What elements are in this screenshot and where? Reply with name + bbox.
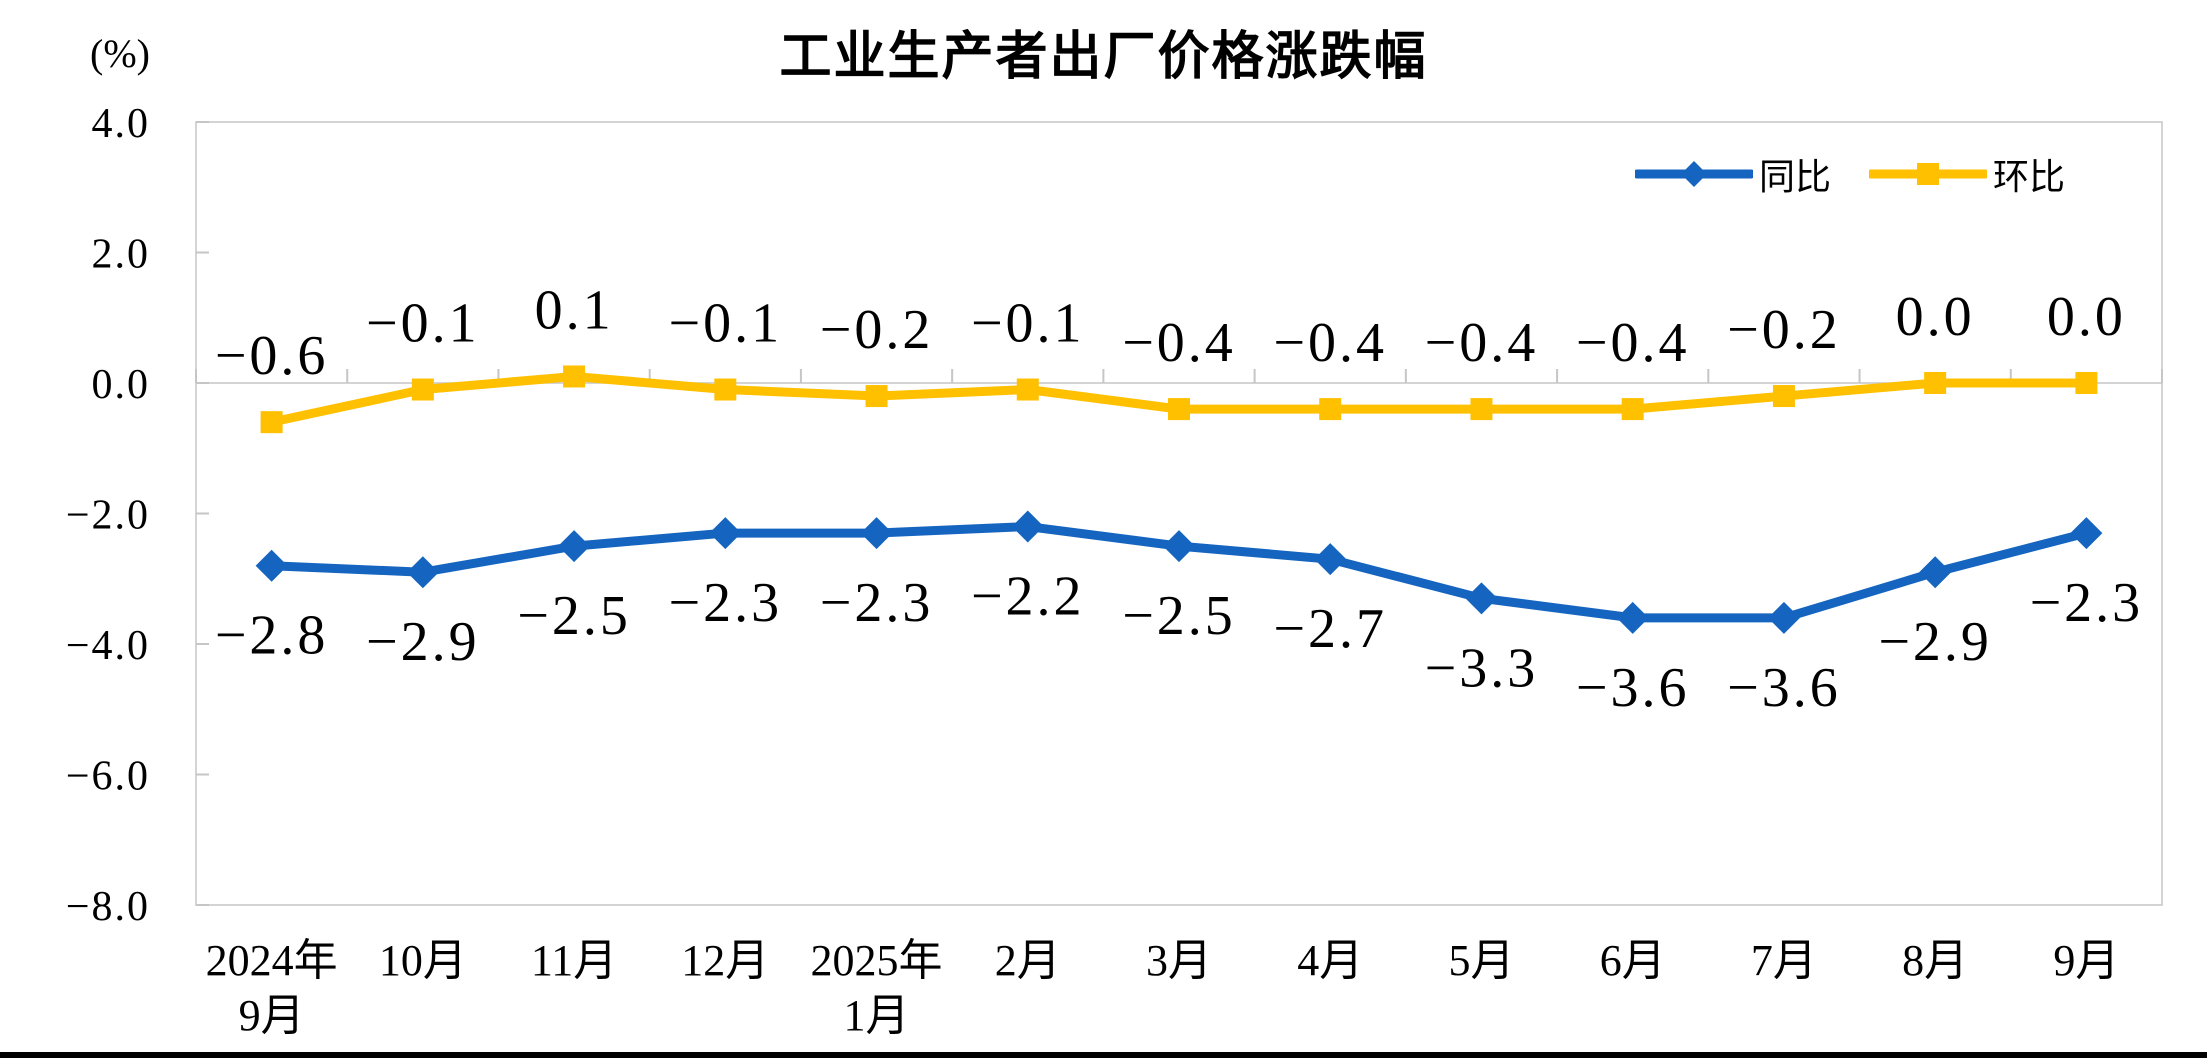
mom-marker (563, 365, 586, 388)
x-axis-label: 5月 (1448, 936, 1514, 985)
x-axis-label: 12月 (681, 936, 769, 985)
yoy-marker (1465, 582, 1498, 615)
yoy-data-label: −2.7 (1273, 598, 1387, 660)
mom-data-label: −0.2 (820, 299, 934, 361)
mom-legend-label: 环比 (1992, 157, 2065, 197)
yoy-legend-swatch-icon (1634, 161, 1753, 187)
x-axis-label: 2月 (995, 936, 1061, 985)
mom-data-label: −0.4 (1273, 312, 1387, 374)
yoy-marker (1011, 510, 1044, 543)
x-axis-label: 2024年 9月 (206, 936, 338, 1040)
mom-marker (1621, 398, 1644, 421)
x-axis-label: 11月 (531, 936, 617, 985)
legend-marker (1680, 161, 1707, 187)
y-axis-unit-label: (%) (90, 31, 150, 76)
yoy-data-label: −2.9 (1878, 611, 1992, 673)
legend-item-mom: 环比 (1868, 148, 2065, 200)
mom-data-label: −0.2 (1727, 299, 1841, 361)
mom-marker (1924, 372, 1947, 394)
yoy-data-label: −2.8 (215, 605, 329, 667)
mom-data-label: 0.0 (1896, 286, 1975, 348)
yoy-marker (406, 556, 439, 589)
x-axis-label: 8月 (1902, 936, 1968, 985)
x-axis-label: 3月 (1146, 936, 1212, 985)
mom-marker (1470, 398, 1493, 421)
yoy-marker (2070, 517, 2103, 550)
yoy-marker (1616, 601, 1649, 634)
y-axis-tick-label: 4.0 (92, 101, 151, 147)
bottom-divider (0, 1052, 2207, 1058)
y-axis-tick-label: −6.0 (66, 754, 150, 800)
yoy-data-label: −2.9 (366, 611, 480, 673)
mom-marker (1772, 385, 1795, 408)
yoy-data-label: −3.3 (1425, 637, 1539, 699)
x-axis-label: 7月 (1751, 936, 1817, 985)
yoy-marker (860, 517, 893, 550)
mom-marker (1319, 398, 1342, 421)
yoy-marker (558, 530, 591, 563)
mom-data-label: −0.6 (215, 325, 329, 387)
mom-marker (260, 411, 283, 434)
yoy-data-label: −3.6 (1727, 657, 1841, 719)
yoy-data-label: −2.3 (669, 572, 783, 634)
y-axis-tick-label: 0.0 (92, 362, 151, 408)
yoy-marker (1767, 601, 1800, 634)
mom-data-label: −0.1 (366, 293, 480, 355)
mom-data-label: −0.4 (1425, 312, 1539, 374)
x-axis-label: 10月 (379, 936, 467, 985)
y-axis-tick-label: −4.0 (66, 623, 150, 669)
legend-marker (1916, 163, 1939, 185)
mom-legend-swatch-icon (1868, 163, 1987, 185)
yoy-marker (1314, 543, 1347, 576)
yoy-data-label: −3.6 (1576, 657, 1690, 719)
yoy-data-label: −2.3 (2030, 572, 2144, 634)
chart-title: 工业生产者出厂价格涨跌幅 (779, 27, 1428, 87)
mom-marker (411, 378, 434, 401)
mom-marker (1168, 398, 1190, 421)
mom-data-label: 0.1 (535, 279, 614, 341)
yoy-data-label: −2.5 (517, 585, 631, 647)
legend-item-yoy: 同比 (1634, 148, 1831, 200)
mom-data-label: −0.1 (669, 293, 783, 355)
y-axis-tick-label: −2.0 (66, 493, 150, 539)
mom-data-label: −0.4 (1122, 312, 1236, 374)
mom-marker (2075, 372, 2098, 394)
mom-data-label: −0.4 (1576, 312, 1690, 374)
yoy-marker (255, 549, 288, 582)
x-axis-label: 2025年 1月 (811, 936, 943, 1040)
y-axis-tick-label: −8.0 (66, 884, 150, 930)
mom-marker (865, 385, 888, 408)
mom-data-label: −0.1 (971, 293, 1085, 355)
yoy-data-label: −2.3 (820, 572, 934, 634)
x-axis-label: 9月 (2053, 936, 2119, 985)
yoy-marker (709, 517, 742, 550)
yoy-data-label: −2.5 (1122, 585, 1236, 647)
yoy-marker (1163, 530, 1195, 563)
mom-marker (1016, 378, 1039, 401)
legend: 同比 环比 (1634, 148, 2065, 200)
x-axis-label: 6月 (1600, 936, 1666, 985)
mom-marker (714, 378, 737, 401)
mom-data-label: 0.0 (2047, 286, 2126, 348)
plot-border (195, 121, 2163, 906)
yoy-data-label: −2.2 (971, 566, 1085, 628)
yoy-marker (1919, 556, 1952, 589)
x-axis-label: 4月 (1297, 936, 1363, 985)
yoy-legend-label: 同比 (1758, 157, 1831, 197)
y-axis-tick-label: 2.0 (92, 232, 151, 278)
